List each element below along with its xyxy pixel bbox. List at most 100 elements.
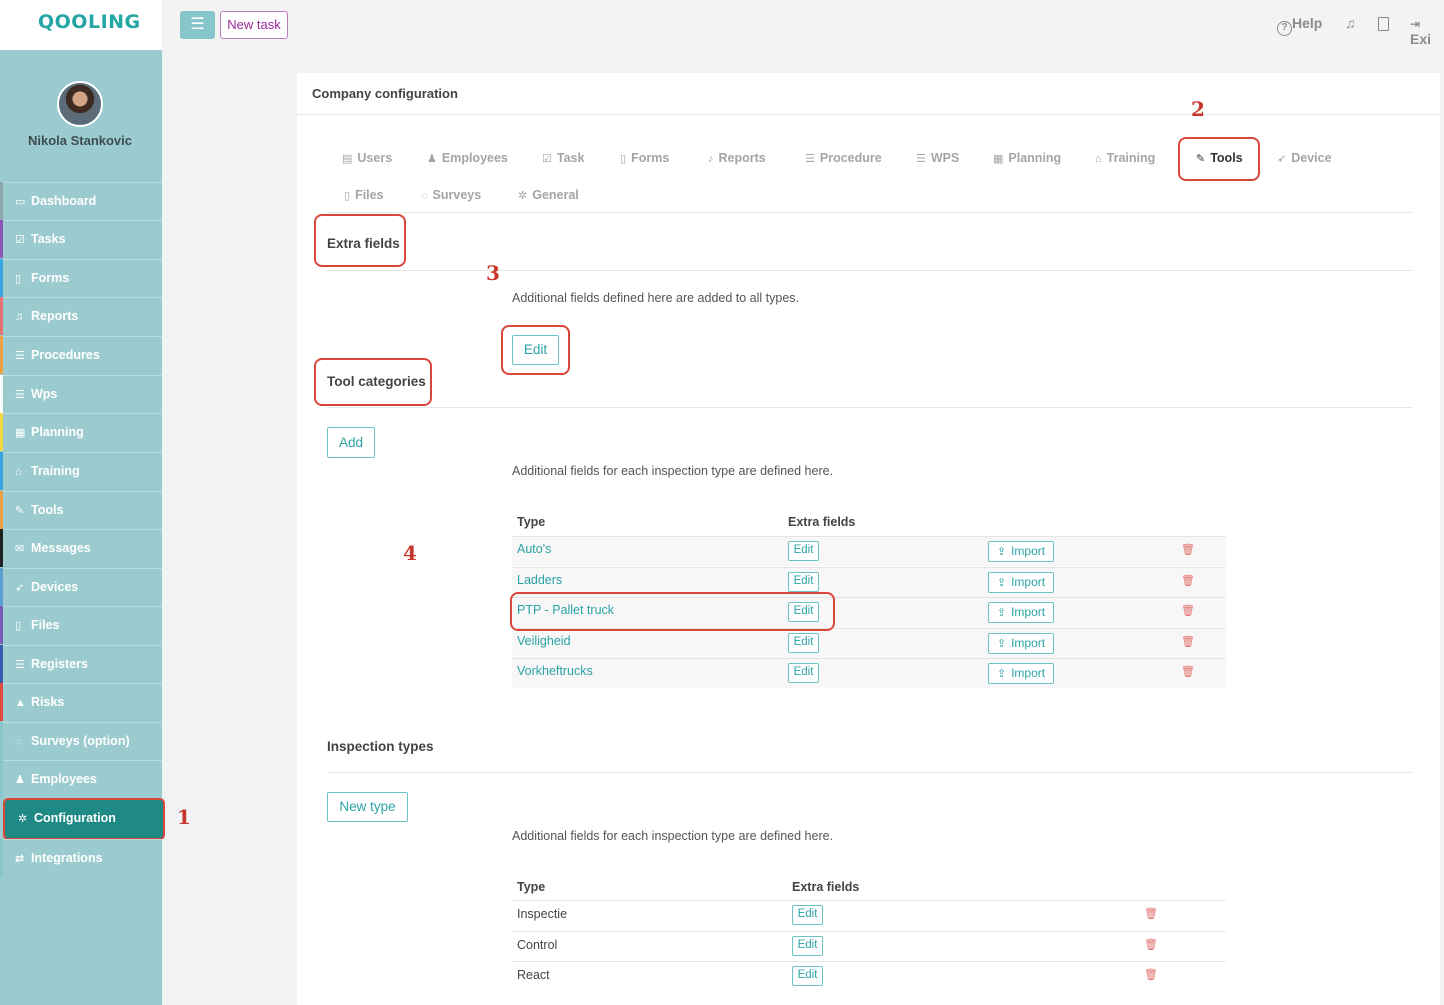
row-divider	[512, 961, 1226, 962]
exit-link[interactable]: ⇥ Exi	[1410, 17, 1432, 47]
sidebar-item-integrations[interactable]: ⇄ Integrations	[2, 839, 162, 877]
tab-tools[interactable]: ✎ Tools	[1196, 151, 1243, 165]
sidebar-item-procedures[interactable]: ☰ Procedures	[2, 336, 162, 374]
sidebar-item-training[interactable]: ⌂ Training	[2, 452, 162, 490]
sidebar-item-tasks[interactable]: ☑ Tasks	[2, 220, 162, 258]
extra-fields-description: Additional fields defined here are added…	[512, 291, 799, 305]
import-button[interactable]: ⇪ Import	[988, 602, 1054, 623]
import-button[interactable]: ⇪ Import	[988, 663, 1054, 684]
category-link[interactable]: Ladders	[517, 572, 563, 587]
sidebar-item-wps[interactable]: ☰ Wps	[2, 375, 162, 413]
tab-task[interactable]: ☑ Task	[542, 151, 584, 165]
edit-inspection-button[interactable]: Edit	[792, 905, 823, 925]
table-row	[512, 627, 1226, 658]
sidebar-item-label: Tools	[31, 503, 64, 517]
add-category-button[interactable]: Add	[327, 427, 375, 458]
table-row	[512, 597, 1226, 627]
app-logo[interactable]: QOOLING	[38, 11, 141, 33]
category-link[interactable]: Vorkheftrucks	[517, 664, 593, 678]
row-divider	[512, 930, 1226, 932]
menu-toggle-button[interactable]: ☰	[180, 11, 215, 39]
sidebar-item-label: Devices	[31, 580, 79, 594]
document-icon[interactable]	[1378, 17, 1389, 31]
upload-icon: ⇪	[996, 607, 1007, 619]
tab-surveys[interactable]: ◌ Surveys	[421, 188, 481, 202]
category-link[interactable]: Veiligheid	[517, 633, 571, 648]
divider	[327, 270, 1412, 271]
inspection-type-name: Inspectie	[517, 907, 568, 921]
edit-inspection-button[interactable]: Edit	[792, 935, 823, 956]
rocket-icon: ➶	[1277, 153, 1287, 165]
edit-category-button[interactable]: Edit	[788, 541, 819, 561]
import-label: Import	[1011, 666, 1046, 680]
inspection-type-name: Control	[517, 937, 558, 952]
tab-planning[interactable]: ▦ Planning	[993, 151, 1061, 165]
sidebar-item-reports[interactable]: ♫ Reports	[2, 297, 162, 335]
table-row	[512, 658, 1226, 688]
new-type-button[interactable]: New type	[327, 792, 408, 822]
annotation-number-2: 2	[1191, 97, 1205, 121]
sidebar-item-devices[interactable]: ➶ Devices	[2, 568, 162, 606]
inspection-type-name: React	[517, 968, 550, 982]
tab-general[interactable]: ✲ General	[518, 188, 579, 202]
edit-category-button[interactable]: Edit	[788, 602, 819, 622]
sidebar-item-surveys-option[interactable]: ◌ Surveys (option)	[2, 722, 162, 760]
trash-icon[interactable]: 🗑	[1144, 969, 1158, 981]
sidebar-item-registers[interactable]: ☰ Registers	[2, 645, 162, 683]
sidebar-item-files[interactable]: ▯ Files	[2, 606, 162, 644]
tab-device[interactable]: ➶ Device	[1277, 151, 1332, 165]
sidebar-item-messages[interactable]: ✉ Messages	[2, 529, 162, 567]
trash-icon[interactable]: 🗑	[1181, 574, 1195, 587]
edit-inspection-button[interactable]: Edit	[792, 966, 823, 986]
sidebar-item-employees[interactable]: ♟ Employees	[2, 760, 162, 798]
avatar[interactable]	[57, 81, 103, 127]
sidebar-item-label: Configuration	[34, 811, 116, 825]
sidebar-item-forms[interactable]: ▯ Forms	[2, 259, 162, 297]
import-label: Import	[1011, 605, 1046, 619]
tab-training[interactable]: ⌂ Training	[1095, 151, 1155, 165]
import-button[interactable]: ⇪ Import	[988, 541, 1054, 562]
trash-icon[interactable]: 🗑	[1181, 635, 1195, 648]
extra-fields-title: Extra fields	[327, 236, 400, 251]
sidebar-item-dashboard[interactable]: ▭ Dashboard	[2, 182, 162, 220]
bell-icon[interactable]: ♫	[1345, 15, 1356, 31]
import-button[interactable]: ⇪ Import	[988, 571, 1054, 593]
sidebar-item-tools[interactable]: ✎ Tools	[2, 491, 162, 529]
trash-icon[interactable]: 🗑	[1181, 605, 1195, 617]
column-header-extra-fields: Extra fields	[788, 515, 856, 529]
tab-wps[interactable]: ☰ WPS	[916, 151, 959, 165]
help-link[interactable]: ? Help	[1277, 15, 1322, 36]
tab-forms[interactable]: ▯ Forms	[620, 151, 669, 165]
list-icon: ☰	[15, 389, 25, 401]
trash-icon[interactable]: 🗑	[1144, 908, 1158, 920]
sidebar-color-bar	[0, 182, 3, 220]
tab-users[interactable]: ▤ Users	[342, 151, 392, 165]
sidebar-color-bar	[0, 336, 3, 374]
edit-category-button[interactable]: Edit	[788, 571, 819, 592]
tab-files[interactable]: ▯ Files	[344, 188, 384, 202]
edit-category-button[interactable]: Edit	[788, 663, 819, 683]
sidebar-item-risks[interactable]: ▲ Risks	[2, 683, 162, 721]
tab-procedure[interactable]: ☰ Procedure	[805, 151, 882, 165]
tab-label: Device	[1291, 151, 1332, 165]
trash-icon[interactable]: 🗑	[1144, 938, 1158, 951]
tab-label: Forms	[631, 151, 670, 165]
tab-reports[interactable]: ♪ Reports	[708, 151, 766, 165]
sidebar-item-label: Risks	[31, 695, 65, 709]
tab-employees[interactable]: ♟ Employees	[427, 151, 508, 165]
category-link[interactable]: Auto's	[517, 542, 552, 556]
table-row	[512, 566, 1226, 597]
trash-icon[interactable]: 🗑	[1181, 666, 1195, 678]
edit-category-button[interactable]: Edit	[788, 632, 819, 653]
category-link[interactable]: PTP - Pallet truck	[517, 603, 615, 617]
sidebar-item-planning[interactable]: ▦ Planning	[2, 413, 162, 451]
new-task-button[interactable]: New task	[220, 11, 288, 39]
sidebar-item-configuration[interactable]: ✲ Configuration	[3, 798, 165, 840]
inspection-types-title: Inspection types	[327, 739, 434, 754]
list-icon: ☰	[916, 153, 926, 165]
import-button[interactable]: ⇪ Import	[988, 632, 1054, 654]
extra-fields-edit-button[interactable]: Edit	[512, 335, 559, 365]
logo-area: QOOLING	[0, 0, 162, 50]
sidebar-item-label: Integrations	[31, 851, 103, 865]
trash-icon[interactable]: 🗑	[1181, 544, 1195, 556]
